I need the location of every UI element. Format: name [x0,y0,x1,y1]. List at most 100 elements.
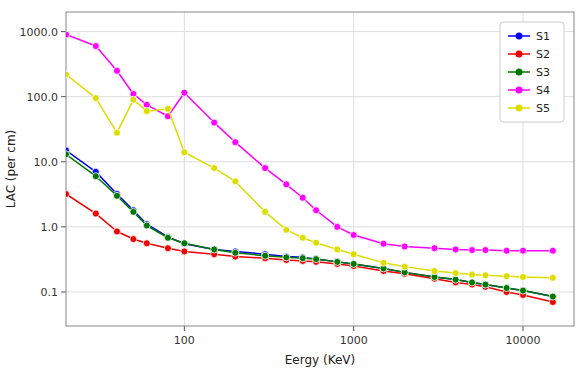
point [313,239,320,246]
axes: 1001000100000.11.010.0100.01000.0 [20,12,575,347]
series [66,71,556,281]
series-line [66,194,553,302]
tick [61,161,66,162]
point [113,67,120,74]
point [130,96,137,103]
tick-label: 1000 [340,334,368,347]
point [211,246,218,253]
point [520,287,527,294]
point [181,240,188,247]
legend-marker [516,105,523,112]
point [164,245,171,252]
legend-label: S4 [536,84,550,97]
point [482,272,489,279]
point [113,129,120,136]
point [482,281,489,288]
point [350,260,357,267]
point [299,254,306,261]
grid [66,12,574,326]
point [113,228,120,235]
point [283,181,290,188]
point [66,190,70,197]
tick-label: 1.0 [41,221,59,234]
point [92,210,99,217]
point [66,31,70,38]
legend-marker [516,69,523,76]
chart: 1001000100000.11.010.0100.01000.0Eergy (… [0,0,588,374]
y-axis-label: LAC (per cm) [4,130,18,209]
legend-marker [516,87,523,94]
point [164,233,171,240]
point [130,236,137,243]
point [92,43,99,50]
plot-frame [66,12,574,326]
point [549,293,556,300]
point [431,267,438,274]
grid-line [66,291,574,292]
point [130,208,137,215]
legend-label: S2 [536,48,550,61]
legend-label: S5 [536,102,550,115]
legend-box [500,22,564,122]
legend-marker [516,33,523,40]
series [66,151,556,300]
tick [523,326,524,331]
point [313,256,320,263]
point [164,105,171,112]
point [452,276,459,283]
point [503,247,510,254]
point [520,273,527,280]
point [334,258,341,265]
tick [61,226,66,227]
point [283,226,290,233]
point [503,285,510,292]
plot-area [66,12,574,326]
point [299,255,306,262]
grid-line [66,161,574,162]
grid-line [66,226,574,227]
point [262,165,269,172]
point [334,223,341,230]
point [520,287,527,294]
tick [61,96,66,97]
point [66,151,70,158]
point [283,253,290,260]
point [211,119,218,126]
point [181,240,188,247]
point [181,89,188,96]
tick [61,291,66,292]
point [520,247,527,254]
grid-line [353,12,354,326]
point [299,234,306,241]
point [181,248,188,255]
point [143,222,150,229]
point [401,243,408,250]
point [482,281,489,288]
point [350,260,357,267]
tick-label: 100.0 [27,91,59,104]
series [66,147,556,300]
point [283,254,290,261]
series-line [66,74,553,277]
point [164,234,171,241]
point [482,247,489,254]
point [143,240,150,247]
tick-label: 1000.0 [20,26,59,39]
tick [184,326,185,331]
point [313,207,320,214]
point [452,246,459,253]
grid-line [184,12,185,326]
point [262,208,269,215]
point [549,247,556,254]
point [350,251,357,258]
point [232,178,239,185]
point [299,194,306,201]
point [503,273,510,280]
legend-marker [516,51,523,58]
point [469,279,476,286]
point [380,240,387,247]
point [313,256,320,263]
series [66,190,556,305]
point [334,258,341,265]
point [469,247,476,254]
